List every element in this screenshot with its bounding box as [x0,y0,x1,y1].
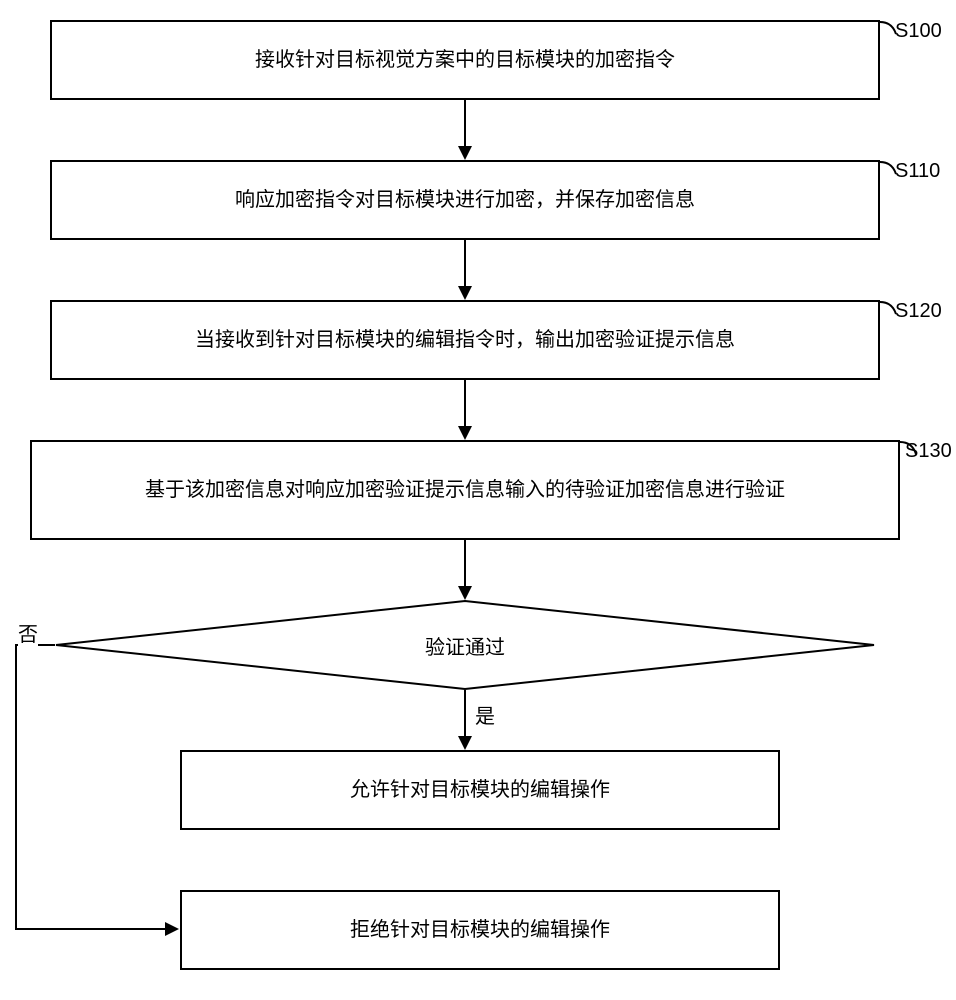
step-box-s120: 当接收到针对目标模块的编辑指令时，输出加密验证提示信息 [50,300,880,380]
step-text: 响应加密指令对目标模块进行加密，并保存加密信息 [235,184,695,216]
step-box-s110: 响应加密指令对目标模块进行加密，并保存加密信息 [50,160,880,240]
no-label: 否 [18,618,38,647]
arrow-head [458,586,472,600]
decision-diamond: 验证通过 [55,600,875,690]
step-text: 接收针对目标视觉方案中的目标模块的加密指令 [255,44,675,76]
step-tag-s100: S100 [895,20,942,43]
tag-connector [890,432,920,462]
allow-text: 允许针对目标模块的编辑操作 [350,774,610,806]
arrow-head [458,426,472,440]
deny-box: 拒绝针对目标模块的编辑操作 [180,890,780,970]
yes-branch [464,690,466,736]
deny-text: 拒绝针对目标模块的编辑操作 [350,914,610,946]
yes-label: 是 [475,700,495,729]
decision-text: 验证通过 [425,631,505,660]
arrow [464,240,466,286]
arrow [464,100,466,146]
step-tag-s120: S120 [895,300,942,323]
step-box-s100: 接收针对目标视觉方案中的目标模块的加密指令 [50,20,880,100]
arrow-head [458,286,472,300]
arrow [464,540,466,586]
arrow [464,380,466,426]
tag-connector [870,292,900,322]
allow-box: 允许针对目标模块的编辑操作 [180,750,780,830]
no-branch-h2 [15,928,165,930]
no-arrow-head [165,922,179,936]
tag-connector [870,12,900,42]
no-branch-v [15,644,17,930]
tag-connector [870,152,900,182]
step-tag-s110: S110 [895,160,940,183]
yes-arrow-head [458,736,472,750]
step-text: 当接收到针对目标模块的编辑指令时，输出加密验证提示信息 [195,324,735,356]
step-box-s130: 基于该加密信息对响应加密验证提示信息输入的待验证加密信息进行验证 [30,440,900,540]
step-text: 基于该加密信息对响应加密验证提示信息输入的待验证加密信息进行验证 [145,474,785,506]
arrow-head [458,146,472,160]
